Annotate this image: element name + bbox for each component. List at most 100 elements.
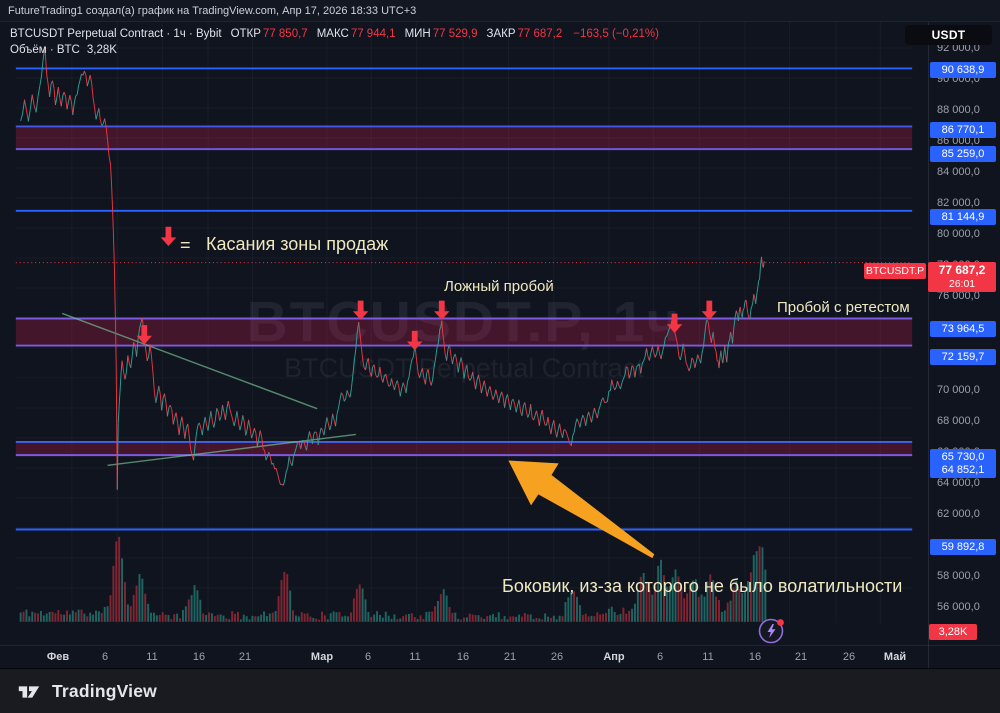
volume-bar: [642, 573, 645, 622]
price-series-segment: [127, 355, 130, 364]
price-series-segment: [389, 378, 393, 387]
volume-bar: [457, 618, 460, 622]
price-series-segment: [514, 404, 517, 413]
volume-bar: [645, 581, 648, 622]
volume-bar: [442, 589, 445, 622]
time-tick-day: 6: [101, 651, 109, 663]
price-series-segment: [323, 426, 326, 436]
price-series-segment: [675, 336, 678, 345]
volume-bar: [306, 613, 309, 622]
price-series-segment: [733, 315, 736, 323]
price-series-segment: [475, 379, 478, 390]
symbol-title[interactable]: BTCUSDT Perpetual Contract · 1ч · Bybit: [10, 28, 222, 40]
price-series-segment: [530, 404, 533, 418]
volume-bar: [596, 612, 599, 622]
price-series-segment: [641, 360, 645, 364]
lightning-button[interactable]: [758, 617, 785, 644]
price-series-segment: [284, 471, 287, 480]
volume-bar: [720, 611, 723, 622]
price-series-segment: [249, 427, 252, 439]
trendline[interactable]: [61, 312, 318, 410]
price-series-segment: [345, 390, 348, 399]
price-series-segment: [747, 313, 750, 319]
volume-bar: [474, 615, 477, 622]
price-series-segment: [593, 408, 597, 413]
price-series-segment: [233, 419, 237, 427]
price-series-segment: [396, 380, 400, 388]
volume-bar: [199, 599, 202, 622]
annotation-breakout-retest[interactable]: Пробой с ретестом: [777, 299, 910, 316]
volume-bar: [251, 615, 254, 622]
volume-bar: [347, 616, 350, 622]
price-series-segment: [685, 362, 689, 367]
price-tick: 88 000,0: [937, 104, 980, 117]
price-series-segment: [53, 88, 56, 106]
volume-bar: [700, 594, 703, 622]
volume-bar: [129, 606, 132, 622]
price-series-segment: [46, 74, 49, 85]
chart-canvas[interactable]: [0, 22, 928, 645]
volume-bar: [471, 614, 474, 622]
volume-bar: [703, 596, 706, 622]
sell-zone-touch-arrow[interactable]: [407, 330, 423, 351]
volume-bar: [155, 615, 158, 622]
last-price-value: 77 687,2: [938, 263, 986, 277]
volume-bar: [181, 609, 184, 622]
price-series-segment: [269, 457, 273, 465]
sideways-pointer-arrow[interactable]: [508, 460, 655, 559]
sell-zone[interactable]: [15, 126, 913, 150]
price-series-segment: [626, 366, 628, 368]
price-series-segment: [358, 321, 361, 332]
volume-bar: [425, 611, 428, 622]
volume-bar: [344, 615, 347, 622]
annotation-sideways-range[interactable]: Боковик, из-за которого не было волатиль…: [502, 576, 903, 596]
volume-bar: [335, 612, 338, 622]
volume-bar: [234, 613, 237, 622]
currency-toggle-button[interactable]: USDT: [905, 25, 992, 45]
price-series-segment: [326, 417, 329, 424]
price-series-segment: [227, 400, 231, 410]
price-series-segment: [224, 408, 228, 420]
volume-bar: [350, 612, 352, 622]
symbol-legend[interactable]: BTCUSDT Perpetual Contract · 1ч · Bybit …: [10, 28, 659, 40]
volume-bar: [506, 619, 509, 622]
legend-equals-sign[interactable]: =: [180, 235, 191, 255]
price-series-segment: [95, 113, 98, 120]
volume-legend[interactable]: Объём · BTC 3,28K: [10, 44, 117, 56]
annotation-false-breakout[interactable]: Ложный пробой: [444, 278, 554, 295]
sell-zone-touch-arrow[interactable]: [701, 300, 718, 320]
volume-bar: [329, 613, 332, 622]
price-series-segment: [352, 359, 355, 375]
price-series-segment: [373, 364, 377, 375]
legend-arrow-sample[interactable]: [160, 226, 177, 247]
volume-bar: [764, 569, 767, 622]
annotation-sell-zone-touches[interactable]: Касания зоны продаж: [206, 234, 389, 254]
sell-zone[interactable]: [15, 318, 913, 346]
price-series-segment: [564, 429, 568, 434]
volume-bar: [39, 611, 42, 622]
sell-zone-touch-arrow[interactable]: [136, 325, 153, 345]
volume-bar: [651, 594, 654, 622]
volume-bar: [529, 614, 532, 622]
price-series-segment: [340, 392, 344, 396]
price-series-segment: [758, 279, 760, 282]
price-series-segment: [550, 424, 553, 435]
volume-bar: [28, 616, 31, 622]
tradingview-logo-icon[interactable]: [16, 679, 42, 705]
price-series-segment: [391, 378, 394, 386]
price-series-segment: [741, 309, 744, 318]
trendline[interactable]: [107, 433, 356, 467]
sell-zone-touch-arrow[interactable]: [666, 313, 683, 333]
sell-zone-touch-arrow[interactable]: [352, 300, 369, 320]
time-axis[interactable]: Фев 6 11 16 21 Мар 6 11 16 21 26 Апр 6 11 16 21 26 Май: [0, 645, 1000, 669]
price-axis[interactable]: 92 000,0 90 000,0 88 000,0 86 000,0 84 000,0…: [928, 22, 1000, 668]
sell-zone-touch-arrow[interactable]: [434, 300, 450, 320]
price-series-segment: [646, 348, 649, 357]
price-series-segment: [450, 355, 453, 365]
tradingview-brand-text[interactable]: TradingView: [52, 681, 157, 701]
volume-bar: [610, 606, 613, 622]
volume-value: 3,28K: [86, 44, 117, 56]
sell-zone[interactable]: [15, 441, 913, 456]
volume-bar: [631, 608, 634, 622]
price-series-segment: [753, 294, 756, 298]
